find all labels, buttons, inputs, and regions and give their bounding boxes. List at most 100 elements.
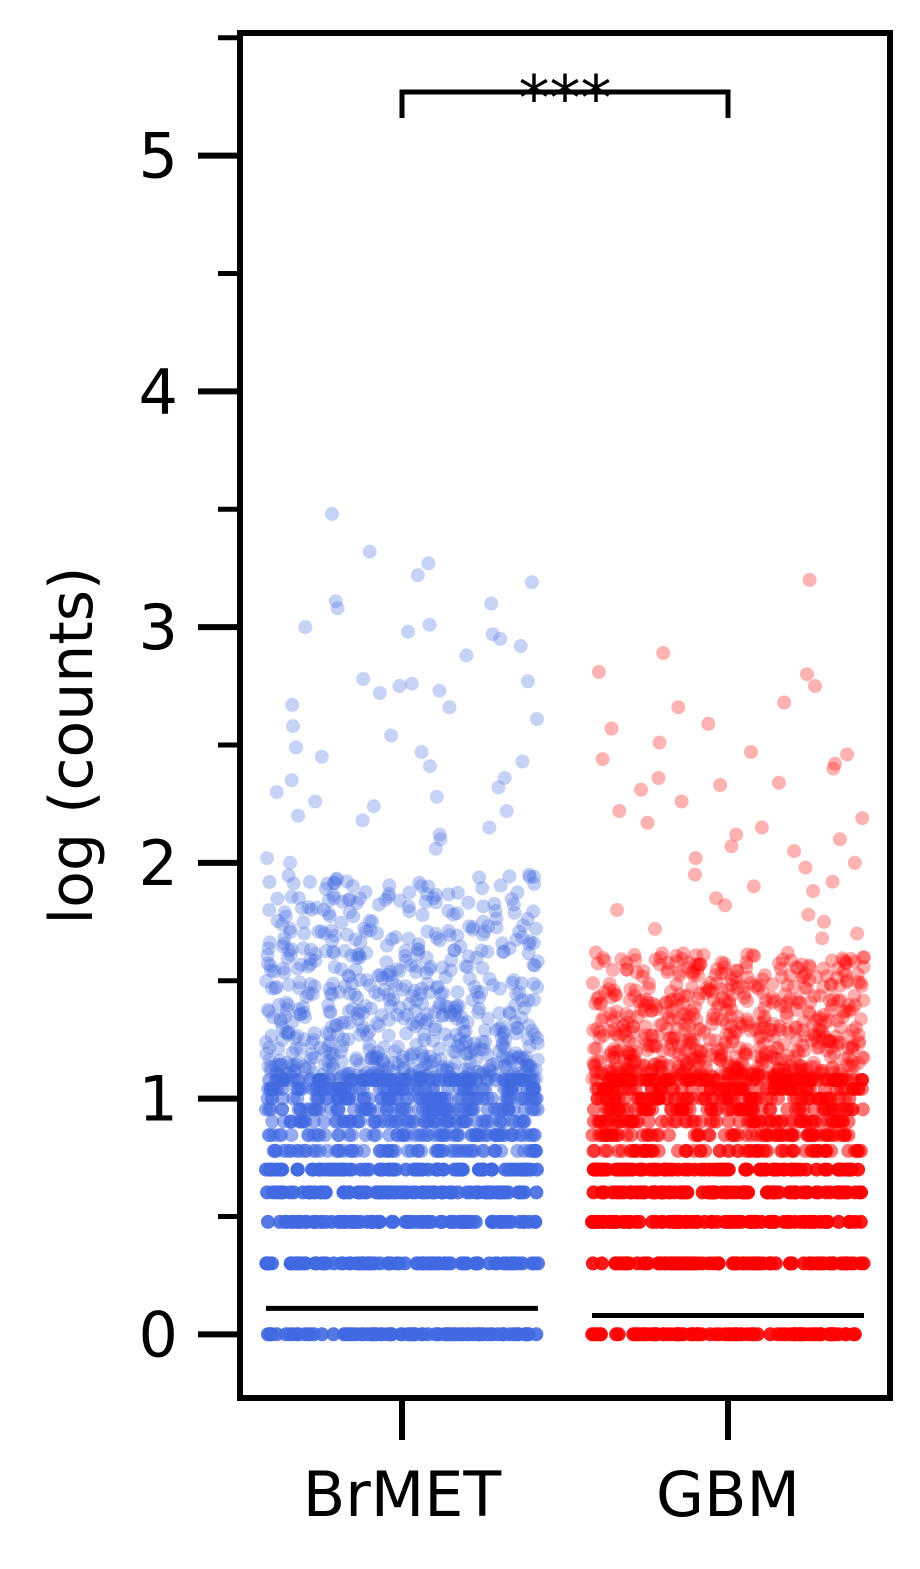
data-point <box>825 1060 840 1075</box>
data-point <box>447 1007 462 1022</box>
data-point <box>639 992 654 1007</box>
data-point <box>826 1065 841 1080</box>
data-point <box>298 1143 313 1158</box>
data-point <box>774 1143 789 1158</box>
data-point <box>261 941 276 956</box>
data-point <box>530 1052 545 1067</box>
data-point <box>281 868 296 883</box>
outlier-point <box>591 664 606 679</box>
data-point <box>641 1143 656 1158</box>
data-point <box>429 931 444 946</box>
data-point <box>303 1185 318 1200</box>
data-point <box>661 1058 676 1073</box>
data-point <box>769 1073 784 1087</box>
data-point <box>290 1162 305 1177</box>
data-point <box>693 957 708 971</box>
data-point <box>328 872 343 887</box>
data-point <box>732 1064 747 1079</box>
data-point <box>519 1064 534 1079</box>
data-point <box>610 1043 625 1058</box>
data-point <box>280 1002 294 1017</box>
data-point <box>658 996 673 1010</box>
data-point <box>321 1038 336 1052</box>
data-point <box>618 1023 632 1038</box>
data-point <box>497 1040 512 1055</box>
data-point <box>752 1021 767 1036</box>
outlier-point <box>432 683 447 698</box>
data-point <box>620 1044 635 1059</box>
data-point <box>275 917 290 932</box>
data-point <box>766 1029 781 1044</box>
data-point <box>329 1018 344 1033</box>
data-point <box>653 1018 667 1033</box>
data-point <box>350 947 365 962</box>
data-point <box>460 1015 475 1030</box>
data-point <box>501 1072 516 1087</box>
data-point <box>713 1143 727 1158</box>
data-point <box>721 1162 736 1177</box>
data-point <box>392 1000 407 1015</box>
data-point <box>830 1013 845 1028</box>
data-point <box>691 957 706 972</box>
data-point <box>635 969 650 984</box>
data-point <box>398 943 413 958</box>
data-point <box>669 977 684 992</box>
data-point <box>680 1057 694 1072</box>
data-point <box>734 1019 749 1034</box>
data-point <box>352 1057 367 1072</box>
data-point <box>730 1060 745 1075</box>
data-point <box>291 1072 306 1087</box>
data-point <box>280 1025 295 1040</box>
data-point <box>442 1033 457 1048</box>
data-point <box>301 1060 316 1075</box>
data-point <box>626 1037 641 1052</box>
data-point <box>402 1114 417 1129</box>
data-point <box>660 965 675 980</box>
data-point <box>759 1162 773 1177</box>
data-point <box>433 1214 448 1229</box>
data-point <box>449 1027 464 1042</box>
data-point <box>530 1036 545 1051</box>
data-point <box>429 1114 444 1129</box>
data-point <box>506 1067 521 1081</box>
data-point <box>341 968 356 983</box>
data-point <box>359 1185 374 1200</box>
data-point <box>478 1068 493 1083</box>
data-point <box>461 895 476 910</box>
data-point <box>359 924 373 939</box>
data-point <box>459 1034 474 1049</box>
data-point <box>424 1064 439 1079</box>
data-point <box>381 987 396 1002</box>
data-point <box>724 1066 739 1081</box>
data-point <box>739 1042 754 1057</box>
outlier-point <box>713 778 728 792</box>
data-point <box>440 999 455 1014</box>
data-point <box>526 1128 541 1143</box>
data-point <box>624 1061 639 1076</box>
data-point <box>745 1114 760 1129</box>
data-point <box>327 946 341 960</box>
data-point <box>593 1327 608 1342</box>
data-point <box>296 941 311 956</box>
data-point <box>512 924 527 939</box>
data-point <box>797 980 812 995</box>
data-point <box>357 1072 372 1087</box>
y-axis-label: log (counts) <box>37 567 107 925</box>
data-point <box>356 1068 371 1083</box>
data-point <box>412 875 427 890</box>
data-point <box>745 1066 759 1081</box>
data-point <box>851 1056 866 1070</box>
data-point <box>729 963 744 978</box>
data-point <box>492 1006 507 1021</box>
series-gbm <box>585 572 871 1342</box>
data-point <box>341 1032 356 1047</box>
data-point <box>792 1058 807 1073</box>
data-point <box>834 1067 849 1082</box>
data-point <box>277 931 292 945</box>
data-point <box>390 1008 405 1023</box>
data-point <box>790 1043 805 1058</box>
data-point <box>388 978 403 993</box>
data-point <box>768 1068 783 1083</box>
